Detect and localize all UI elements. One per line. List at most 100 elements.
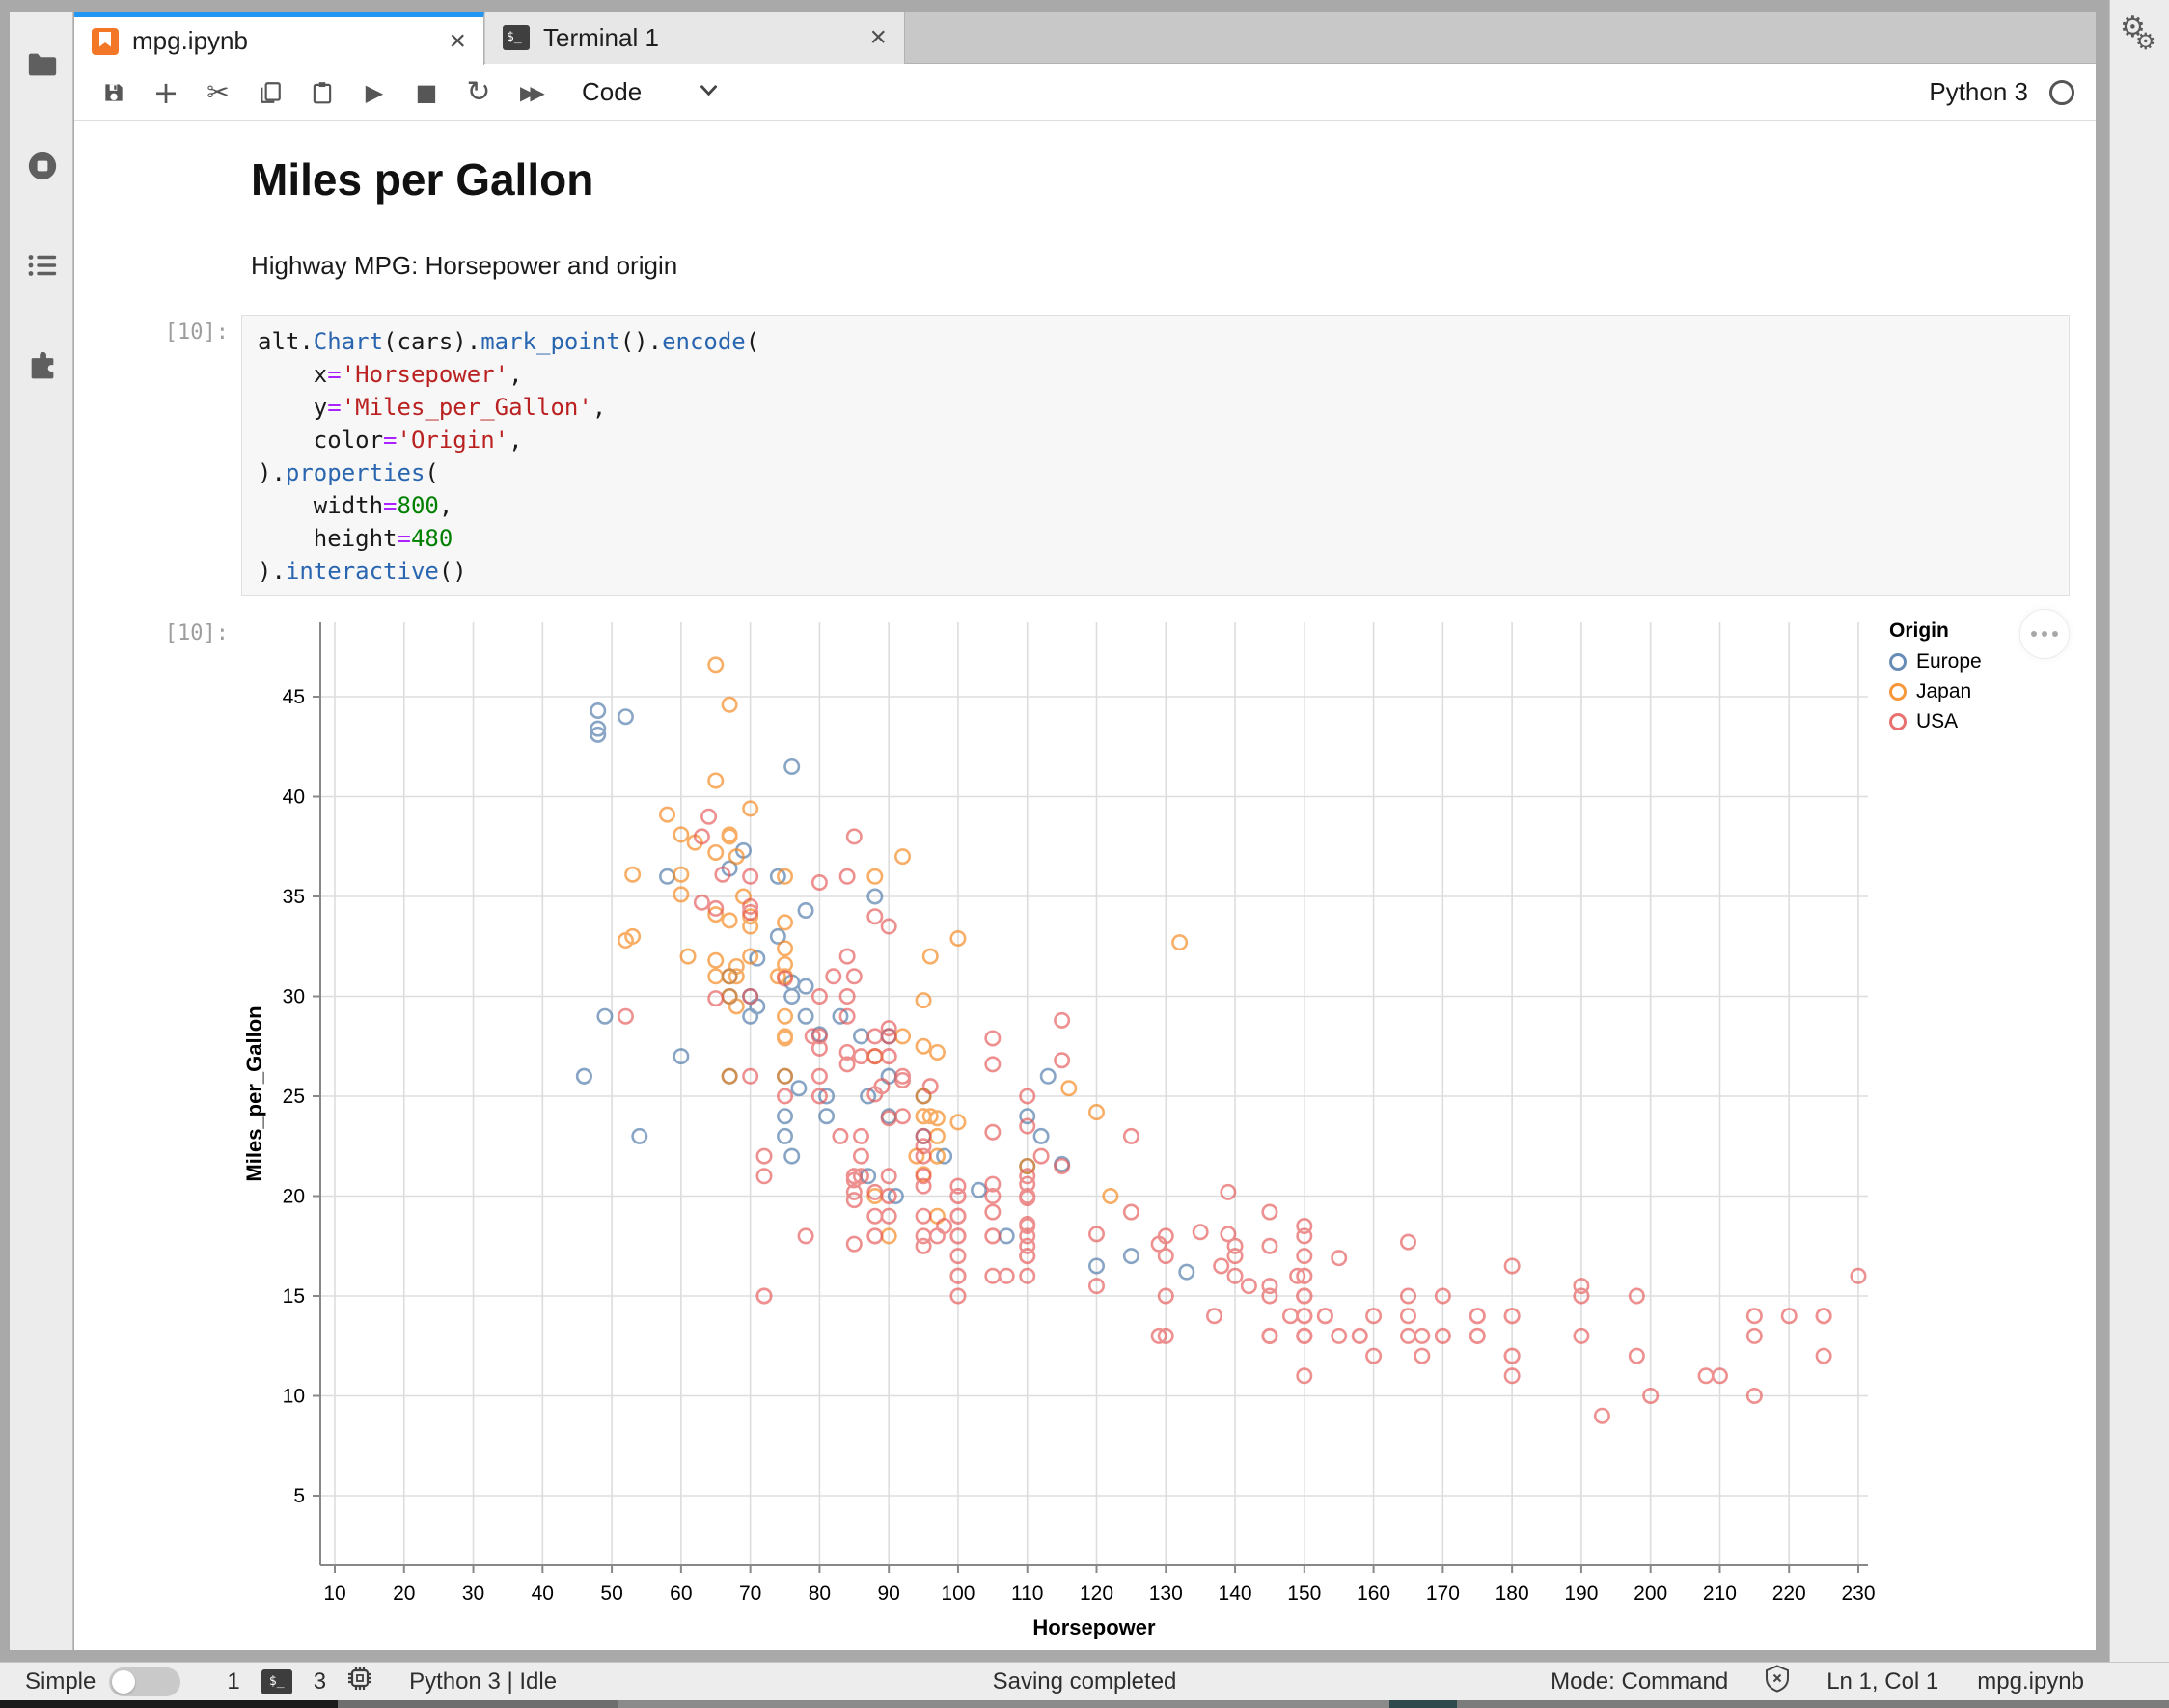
- code-cell[interactable]: alt.Chart(cars).mark_point().encode( x='…: [241, 315, 2070, 596]
- simple-mode-toggle[interactable]: [109, 1667, 181, 1696]
- legend-label: USA: [1916, 710, 1959, 732]
- markdown-title: Miles per Gallon: [251, 154, 594, 205]
- extensions-icon[interactable]: [26, 351, 59, 384]
- notebook-toolbar: + ✂ ▶ ■ ↻ ▶▶ Code Python 3: [74, 65, 2096, 121]
- vega-actions-menu-icon[interactable]: [2019, 609, 2070, 659]
- mpg-scatter-chart[interactable]: 10 20 30 40 50 60 70 80 90 100 110 120 130 140 150 160 1…: [74, 122, 2096, 1642]
- terminal-file-icon: $_: [503, 25, 530, 50]
- svg-text:10: 10: [323, 1583, 345, 1605]
- svg-text:25: 25: [283, 1086, 305, 1108]
- markdown-subtitle: Highway MPG: Horsepower and origin: [251, 251, 678, 280]
- svg-text:20: 20: [393, 1583, 415, 1605]
- series-europe: [575, 702, 1195, 1281]
- kernel-chip-icon[interactable]: [345, 1664, 374, 1699]
- tab-notebook-label: mpg.ipynb: [132, 26, 248, 55]
- running-kernels-icon[interactable]: [26, 150, 59, 182]
- svg-text:80: 80: [809, 1583, 831, 1605]
- svg-text:10: 10: [283, 1386, 305, 1408]
- svg-text:40: 40: [532, 1583, 554, 1605]
- kernel-name[interactable]: Python 3: [1929, 77, 2028, 106]
- tab-terminal-close-icon[interactable]: ×: [869, 21, 887, 53]
- right-sidebar-gutter: ⚙ ⚙: [2109, 0, 2169, 1700]
- terminal-icon[interactable]: $_: [261, 1668, 292, 1694]
- copy-cell-icon[interactable]: [244, 73, 296, 112]
- svg-text:210: 210: [1703, 1583, 1737, 1605]
- svg-text:140: 140: [1219, 1583, 1252, 1605]
- svg-text:100: 100: [941, 1583, 975, 1605]
- svg-text:220: 220: [1772, 1583, 1806, 1605]
- legend-swatch-icon: [1889, 713, 1907, 730]
- gridlines: [320, 622, 1868, 1565]
- svg-text:50: 50: [600, 1583, 622, 1605]
- run-cell-icon[interactable]: ▶: [365, 78, 384, 106]
- kernel-status[interactable]: Python 3 | Idle: [409, 1667, 558, 1694]
- svg-text:40: 40: [283, 786, 305, 809]
- input-prompt: [10]:: [164, 320, 229, 344]
- status-bar: Simple 1 $_ 3 Python 3 | Idle Saving com…: [0, 1662, 2169, 1700]
- y-axis-title: Miles_per_Gallon: [242, 1006, 266, 1181]
- svg-text:45: 45: [283, 686, 305, 708]
- terminal-count[interactable]: 1: [227, 1667, 240, 1694]
- tab-notebook[interactable]: mpg.ipynb ×: [74, 12, 484, 65]
- code-editor[interactable]: alt.Chart(cars).mark_point().encode( x='…: [258, 328, 760, 585]
- file-browser-icon[interactable]: [26, 48, 59, 81]
- cell-type-value: Code: [582, 77, 643, 106]
- status-right-group: Mode: Command Ln 1, Col 1 mpg.ipynb: [1551, 1664, 2084, 1699]
- table-of-contents-icon[interactable]: [26, 249, 59, 282]
- svg-text:130: 130: [1149, 1583, 1183, 1605]
- svg-text:60: 60: [670, 1583, 692, 1605]
- save-icon[interactable]: [88, 73, 140, 112]
- cursor-position[interactable]: Ln 1, Col 1: [1826, 1667, 1939, 1694]
- svg-text:200: 200: [1634, 1583, 1667, 1605]
- svg-text:90: 90: [878, 1583, 900, 1605]
- x-axis-title: Horsepower: [1032, 1615, 1156, 1639]
- cut-cell-icon[interactable]: ✂: [206, 76, 230, 108]
- dock-strip: [0, 1700, 2169, 1708]
- stop-kernel-icon[interactable]: ■: [415, 78, 438, 106]
- kernel-area: Python 3: [1929, 77, 2074, 107]
- notebook-file-icon: [92, 27, 119, 55]
- legend-row-usa: USA: [1889, 710, 1982, 733]
- svg-text:180: 180: [1496, 1583, 1529, 1605]
- axis-tick-labels: 10 20 30 40 50 60 70 80 90 100 110 120 130 140 150 160 1…: [283, 686, 1876, 1605]
- command-mode-indicator: Mode: Command: [1551, 1667, 1729, 1694]
- legend-title: Origin: [1889, 620, 1949, 642]
- status-filename: mpg.ipynb: [1977, 1667, 2084, 1694]
- tab-terminal[interactable]: $_ Terminal 1 ×: [485, 12, 905, 64]
- series-japan: [617, 656, 1189, 1245]
- svg-text:110: 110: [1011, 1583, 1043, 1605]
- tab-notebook-close-icon[interactable]: ×: [449, 24, 466, 57]
- add-cell-icon[interactable]: +: [152, 73, 179, 111]
- paste-cell-icon[interactable]: [296, 73, 348, 112]
- svg-text:160: 160: [1357, 1583, 1390, 1605]
- svg-text:5: 5: [293, 1485, 305, 1507]
- notebook-content: Miles per Gallon Highway MPG: Horsepower…: [74, 122, 2096, 1642]
- property-inspector-gears-icon[interactable]: ⚙ ⚙: [2120, 11, 2156, 56]
- legend-row-japan: Japan: [1889, 680, 1982, 703]
- restart-run-all-icon[interactable]: ▶▶: [519, 80, 545, 104]
- main-panel: mpg.ipynb × $_ Terminal 1 × + ✂ ▶ ■ ↻ ▶▶…: [74, 12, 2096, 1650]
- legend-label: Japan: [1916, 680, 1972, 702]
- tab-terminal-label: Terminal 1: [543, 22, 659, 52]
- restart-kernel-icon[interactable]: ↻: [466, 75, 491, 109]
- tab-bar: mpg.ipynb × $_ Terminal 1 ×: [74, 12, 2096, 65]
- svg-text:230: 230: [1841, 1583, 1875, 1605]
- svg-text:30: 30: [462, 1583, 484, 1605]
- legend-rows: Europe Japan USA: [1889, 650, 1982, 733]
- svg-text:150: 150: [1287, 1583, 1321, 1605]
- kernel-idle-indicator-icon[interactable]: [2049, 79, 2074, 105]
- legend-swatch-icon: [1889, 653, 1907, 671]
- kernel-count[interactable]: 3: [313, 1667, 327, 1694]
- simple-mode-label: Simple: [25, 1667, 96, 1694]
- trust-shield-icon: [1763, 1664, 1792, 1699]
- cell-type-dropdown[interactable]: Code: [582, 77, 721, 107]
- svg-text:170: 170: [1426, 1583, 1460, 1605]
- left-activity-bar: [10, 12, 73, 1650]
- svg-text:35: 35: [283, 886, 305, 908]
- chart-legend: Origin Europe Japan USA: [1889, 620, 1982, 740]
- legend-label: Europe: [1916, 650, 1982, 673]
- legend-row-europe: Europe: [1889, 650, 1982, 674]
- svg-text:15: 15: [283, 1285, 305, 1308]
- svg-text:190: 190: [1564, 1583, 1598, 1605]
- svg-text:20: 20: [283, 1186, 305, 1208]
